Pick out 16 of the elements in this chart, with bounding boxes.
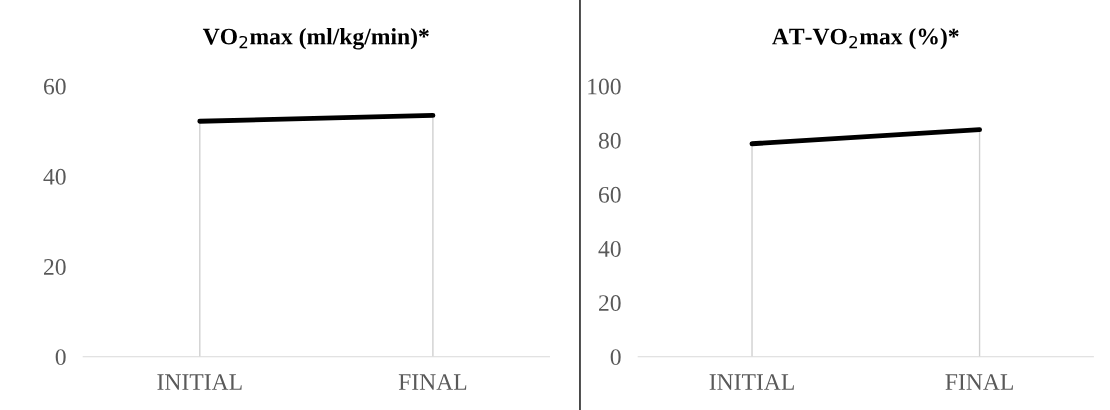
y-tick-label: 0 bbox=[610, 349, 621, 366]
y-tick-label: 60 bbox=[43, 78, 66, 95]
y-tick-label: 0 bbox=[55, 349, 66, 366]
y-tick-label: 60 bbox=[598, 186, 621, 203]
y-tick-label: 80 bbox=[598, 132, 621, 149]
y-tick-label: 20 bbox=[599, 295, 621, 311]
x-tick-label: FINAL bbox=[945, 374, 1013, 390]
chart-title: AT-VO$_{2}$max (%)* bbox=[772, 27, 959, 50]
x-tick-label: FINAL bbox=[398, 374, 467, 390]
chart-title: VO$_{2}$max (ml/kg/min)* bbox=[202, 27, 429, 50]
y-tick-label: 40 bbox=[43, 168, 66, 185]
y-tick-label: 40 bbox=[598, 240, 621, 257]
x-tick-label: INITIAL bbox=[709, 374, 794, 390]
y-tick-label: 20 bbox=[44, 258, 66, 275]
x-tick-label: INITIAL bbox=[157, 374, 242, 390]
y-tick-label: 100 bbox=[588, 78, 621, 95]
